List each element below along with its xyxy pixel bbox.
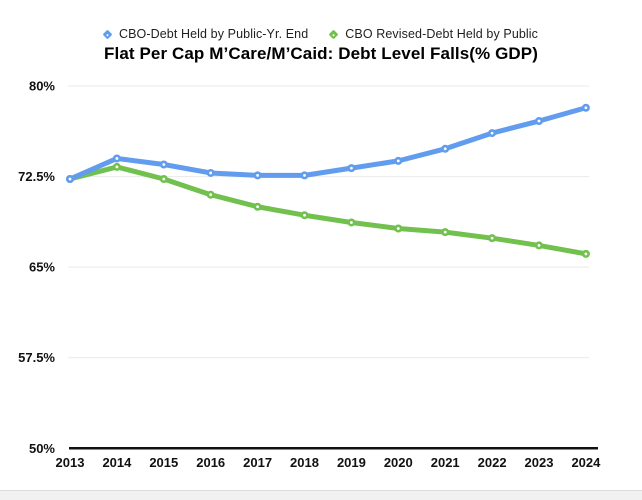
data-point-marker-center <box>209 193 213 197</box>
data-point-marker-center <box>68 177 72 181</box>
legend-item-cbo-debt[interactable]: CBO-Debt Held by Public-Yr. End <box>102 27 309 41</box>
chart-title: Flat Per Cap M’Care/M’Caid: Debt Level F… <box>104 44 538 63</box>
y-axis-tick-label: 72.5% <box>18 169 55 184</box>
data-point-marker-center <box>537 244 541 247</box>
data-point-marker-center <box>537 119 541 123</box>
x-axis-tick-label: 2018 <box>290 455 319 470</box>
x-axis-tick-label: 2021 <box>431 455 460 470</box>
data-point-marker-center <box>162 163 166 166</box>
legend-label: CBO-Debt Held by Public-Yr. End <box>118 27 309 41</box>
y-axis-tick-label: 80% <box>29 79 55 94</box>
x-axis-tick-label: 2019 <box>337 455 366 470</box>
data-point-marker-center <box>584 106 588 110</box>
data-point-marker-center <box>256 173 259 177</box>
bottom-strip <box>0 490 642 500</box>
data-point-marker-center <box>303 213 306 217</box>
series-line <box>67 164 589 257</box>
legend: CBO-Debt Held by Public-Yr. End CBO Revi… <box>0 27 642 41</box>
x-axis-tick-label: 2017 <box>243 455 272 470</box>
data-point-marker-center <box>350 166 353 170</box>
data-point-marker-center <box>115 157 119 160</box>
data-point-marker-center <box>443 147 447 151</box>
data-point-marker-center <box>115 165 119 169</box>
data-point-marker-center <box>350 221 353 224</box>
y-axis-tick-label: 50% <box>29 441 55 456</box>
x-axis-tick-label: 2020 <box>384 455 413 470</box>
data-point-marker-center <box>256 205 259 209</box>
data-point-marker-center <box>396 159 400 163</box>
series-line <box>67 105 589 182</box>
y-axis-tick-label: 65% <box>29 260 55 275</box>
legend-item-cbo-revised-debt[interactable]: CBO Revised-Debt Held by Public <box>328 27 539 41</box>
data-point-marker-center <box>584 252 588 256</box>
data-point-marker-center <box>396 227 400 230</box>
data-point-marker-center <box>303 173 306 177</box>
x-axis-tick-label: 2015 <box>149 455 178 470</box>
x-axis-tick-label: 2016 <box>196 455 225 470</box>
x-axis-tick-label: 2022 <box>478 455 507 470</box>
data-point-marker-center <box>490 131 494 135</box>
y-axis-tick-label: 57.5% <box>18 350 55 365</box>
x-axis-tick-label: 2014 <box>102 455 132 470</box>
data-point-marker-center <box>490 236 494 240</box>
x-axis-tick-label: 2023 <box>525 455 554 470</box>
x-axis-tick-label: 2013 <box>56 455 85 470</box>
data-point-marker-center <box>162 177 166 181</box>
legend-label: CBO Revised-Debt Held by Public <box>345 27 539 41</box>
data-point-marker-center <box>209 171 213 175</box>
x-axis-tick-label: 2024 <box>571 455 601 470</box>
data-point-marker-center <box>443 230 447 234</box>
